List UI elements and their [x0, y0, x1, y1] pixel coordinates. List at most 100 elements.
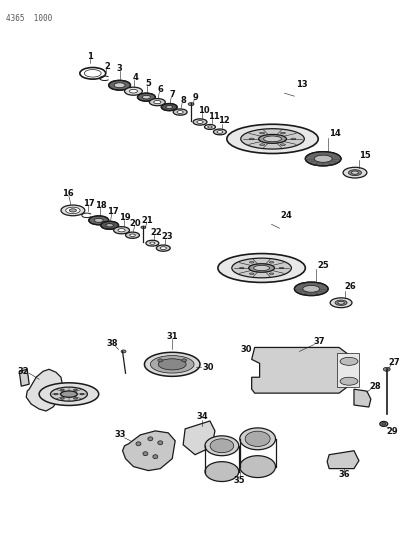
Ellipse shape — [249, 264, 275, 272]
Ellipse shape — [241, 128, 304, 149]
Polygon shape — [26, 369, 63, 411]
Ellipse shape — [73, 389, 78, 391]
Text: 23: 23 — [162, 232, 173, 241]
Ellipse shape — [227, 124, 318, 154]
Text: 25: 25 — [317, 261, 329, 270]
Ellipse shape — [150, 242, 155, 244]
Ellipse shape — [69, 209, 76, 212]
Ellipse shape — [303, 286, 320, 292]
Ellipse shape — [158, 359, 163, 362]
Ellipse shape — [279, 267, 284, 269]
Ellipse shape — [382, 423, 386, 425]
Polygon shape — [183, 421, 215, 455]
Ellipse shape — [330, 298, 352, 308]
Text: 8: 8 — [180, 95, 186, 104]
Ellipse shape — [136, 442, 141, 446]
Ellipse shape — [153, 455, 158, 459]
Ellipse shape — [232, 258, 291, 278]
Ellipse shape — [264, 136, 282, 142]
Text: 36: 36 — [338, 470, 350, 479]
Text: 7: 7 — [169, 90, 175, 99]
Ellipse shape — [249, 273, 254, 274]
Ellipse shape — [142, 95, 151, 99]
Text: 16: 16 — [62, 189, 74, 198]
Ellipse shape — [259, 132, 264, 134]
Text: 15: 15 — [359, 151, 371, 160]
Text: 35: 35 — [234, 476, 246, 485]
Text: 3: 3 — [117, 64, 122, 73]
Ellipse shape — [205, 436, 239, 456]
Ellipse shape — [380, 422, 388, 426]
Ellipse shape — [314, 155, 332, 163]
Ellipse shape — [60, 391, 77, 397]
Text: 11: 11 — [208, 111, 220, 120]
Ellipse shape — [166, 106, 173, 109]
Ellipse shape — [182, 359, 186, 362]
Ellipse shape — [124, 87, 142, 95]
Polygon shape — [327, 451, 359, 469]
Text: 21: 21 — [142, 216, 153, 225]
Ellipse shape — [254, 265, 270, 271]
Ellipse shape — [173, 109, 187, 115]
Text: 2: 2 — [105, 62, 111, 71]
Ellipse shape — [149, 99, 165, 106]
Polygon shape — [354, 389, 371, 407]
Ellipse shape — [204, 125, 215, 130]
Text: 18: 18 — [95, 201, 106, 210]
Ellipse shape — [208, 126, 212, 128]
Text: 31: 31 — [166, 332, 178, 341]
Ellipse shape — [114, 83, 125, 88]
Ellipse shape — [109, 80, 131, 90]
Ellipse shape — [89, 216, 109, 225]
Text: 32: 32 — [18, 367, 29, 376]
Ellipse shape — [193, 119, 207, 125]
Ellipse shape — [259, 144, 264, 146]
Ellipse shape — [130, 234, 135, 237]
Ellipse shape — [66, 207, 80, 214]
Text: 24: 24 — [281, 211, 292, 220]
Text: 17: 17 — [107, 207, 118, 216]
Text: 19: 19 — [119, 213, 131, 222]
Text: 4: 4 — [133, 73, 138, 82]
Text: 38: 38 — [107, 339, 118, 348]
Ellipse shape — [188, 103, 194, 106]
Ellipse shape — [305, 151, 341, 166]
Text: 33: 33 — [115, 430, 126, 439]
Ellipse shape — [141, 226, 146, 229]
Ellipse shape — [154, 101, 161, 104]
Ellipse shape — [94, 219, 103, 222]
Polygon shape — [252, 348, 347, 393]
Text: 14: 14 — [329, 130, 341, 139]
Ellipse shape — [249, 262, 254, 263]
Polygon shape — [337, 353, 359, 387]
Ellipse shape — [106, 223, 113, 227]
Text: 30: 30 — [202, 363, 214, 372]
Ellipse shape — [197, 120, 203, 124]
Ellipse shape — [39, 383, 99, 406]
Ellipse shape — [348, 169, 361, 175]
Ellipse shape — [249, 138, 254, 140]
Ellipse shape — [146, 240, 159, 246]
Ellipse shape — [177, 111, 183, 114]
Text: 12: 12 — [218, 117, 230, 125]
Ellipse shape — [338, 301, 344, 304]
Ellipse shape — [158, 441, 163, 445]
Ellipse shape — [60, 389, 64, 391]
Ellipse shape — [205, 462, 239, 481]
Ellipse shape — [213, 129, 226, 135]
Ellipse shape — [335, 300, 347, 305]
Polygon shape — [122, 431, 175, 471]
Ellipse shape — [160, 247, 166, 249]
Ellipse shape — [126, 232, 140, 238]
Ellipse shape — [269, 262, 274, 263]
Ellipse shape — [217, 131, 223, 133]
Ellipse shape — [343, 167, 367, 178]
Ellipse shape — [113, 227, 129, 234]
Ellipse shape — [73, 398, 78, 399]
Text: 6: 6 — [157, 85, 163, 94]
Polygon shape — [19, 369, 29, 386]
Text: 22: 22 — [151, 228, 162, 237]
Ellipse shape — [280, 132, 286, 134]
Ellipse shape — [351, 171, 359, 174]
Ellipse shape — [245, 431, 270, 447]
